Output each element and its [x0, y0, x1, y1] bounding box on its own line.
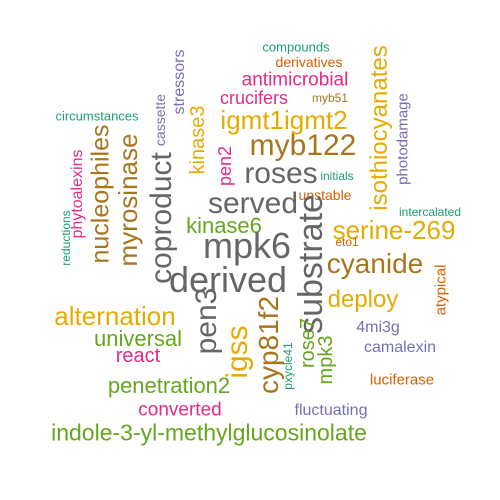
word-kinase6: kinase6	[186, 213, 262, 238]
word-cyanide: cyanide	[326, 248, 424, 279]
word-cyp81f2: cyp81f2	[253, 295, 284, 395]
word-substrate: substrate	[292, 194, 330, 334]
word-pen3: pen3	[190, 287, 223, 355]
word-intercalated: intercalated	[398, 205, 462, 219]
word-react: react	[115, 345, 161, 367]
word-initials: initials	[320, 169, 354, 183]
word-photodamage: photodamage	[394, 93, 412, 185]
word-derived: derived	[168, 259, 288, 300]
word-luciferase: luciferase	[369, 371, 435, 389]
word-mpk3: mpk3	[315, 335, 337, 385]
word-4mi3g: 4mi3g	[356, 319, 400, 336]
word-camalexin: camalexin	[363, 339, 437, 356]
word-penetration2: penetration2	[107, 373, 231, 398]
word-converted: converted	[138, 399, 222, 421]
word-nucleophiles: nucleophiles	[86, 124, 115, 264]
word-universal: universal	[93, 326, 183, 351]
word-served: served	[207, 187, 299, 220]
word-alternation: alternation	[54, 301, 176, 331]
word-roses: roses	[244, 157, 318, 190]
word-circumstances: circumstances	[55, 108, 139, 124]
word-mpk6: mpk6	[202, 225, 292, 266]
word-unstable: unstable	[298, 187, 352, 203]
word-cassette: cassette	[152, 93, 168, 147]
word-antimicrobial: antimicrobial	[241, 69, 349, 91]
word-myrosinase: myrosinase	[113, 133, 143, 267]
word-crucifers: crucifers	[219, 88, 289, 108]
word-isothiocyanates: isothiocyanates	[366, 45, 393, 211]
word-fluctuating: fluctuating	[294, 402, 368, 419]
word-reductions: reductions	[59, 210, 73, 266]
word-pen2: pen2	[215, 145, 235, 187]
word-pxycle41: pxycle41	[281, 342, 295, 390]
word-deploy: deploy	[327, 286, 399, 313]
word-serine-269: serine-269	[332, 215, 456, 245]
word-compounds: compounds	[262, 39, 330, 55]
word-igmt1igmt2: igmt1igmt2	[220, 105, 348, 135]
word-eto1: eto1	[335, 235, 359, 249]
word-igss: igss	[221, 325, 254, 379]
word-myb122: myb122	[249, 129, 357, 162]
word-atypical: atypical	[432, 264, 450, 316]
word-kinase3: kinase3	[187, 105, 209, 175]
word-indole-3-yl-methylglucosinolate: indole-3-yl-methylglucosinolate	[51, 419, 367, 446]
word-stressors: stressors	[171, 49, 188, 115]
word-derivatives: derivatives	[275, 54, 343, 70]
word-myb51: myb51	[311, 91, 349, 105]
